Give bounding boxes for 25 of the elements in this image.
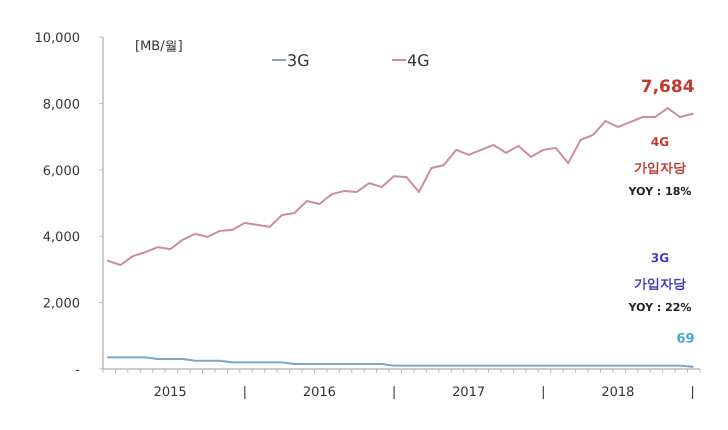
x-tick-label: | [541, 385, 546, 400]
annotation: 가입자당 [634, 161, 686, 176]
x-tick-label: 2017 [452, 385, 486, 400]
x-tick-label: | [242, 385, 247, 400]
data-label: 69 [676, 332, 695, 347]
y-tick-label: 6,000 [42, 164, 80, 179]
annotation: 가입자당 [634, 277, 686, 292]
x-tick-label: 2016 [302, 385, 336, 400]
annotation: YOY : 18% [628, 185, 692, 198]
y-tick-label: 2,000 [42, 296, 80, 312]
legend-label: 4G [407, 51, 430, 70]
annotation: 4G [650, 135, 670, 149]
annotation: 3G [650, 251, 670, 265]
data-label: 7,684 [640, 76, 695, 97]
x-tick-label: 2015 [154, 385, 187, 400]
y-tick-label: 8,000 [42, 97, 80, 112]
annotation: YOY : 22% [628, 301, 692, 314]
annotation: [MB/월] [135, 39, 183, 54]
y-tick-label: - [75, 363, 80, 378]
x-tick-label: | [392, 385, 396, 400]
legend-label: 3G [287, 51, 310, 70]
y-tick-label: 4,000 [42, 230, 80, 246]
x-tick-label: 2018 [601, 385, 634, 400]
x-tick-label: | [690, 385, 695, 400]
y-tick-label: 10,000 [34, 31, 80, 46]
